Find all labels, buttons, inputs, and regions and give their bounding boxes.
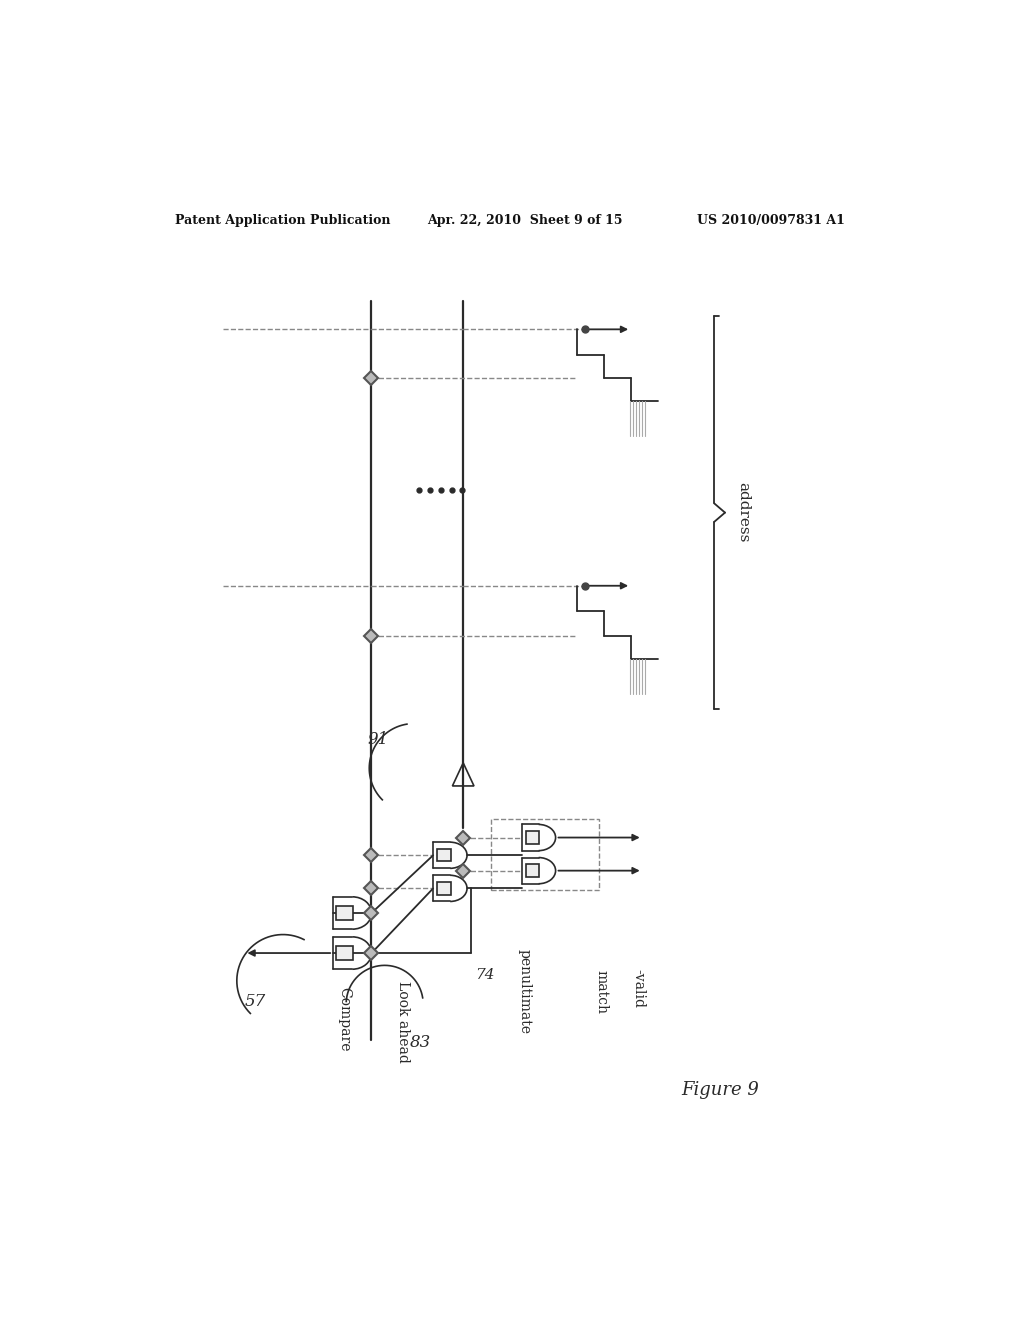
Text: 74: 74 bbox=[475, 968, 495, 982]
Text: 91: 91 bbox=[368, 731, 389, 748]
Text: match: match bbox=[594, 969, 608, 1014]
Text: -valid: -valid bbox=[631, 969, 645, 1008]
Text: Figure 9: Figure 9 bbox=[681, 1081, 759, 1100]
Bar bbox=[525, 832, 540, 843]
Bar bbox=[336, 906, 353, 920]
Text: 57: 57 bbox=[245, 993, 266, 1010]
Text: Look ahead: Look ahead bbox=[396, 981, 411, 1064]
Bar bbox=[525, 865, 540, 876]
Text: 83: 83 bbox=[410, 1034, 430, 1051]
Text: Apr. 22, 2010  Sheet 9 of 15: Apr. 22, 2010 Sheet 9 of 15 bbox=[427, 214, 623, 227]
Text: Compare: Compare bbox=[337, 987, 351, 1052]
Text: penultimate: penultimate bbox=[518, 949, 531, 1034]
Text: address: address bbox=[736, 482, 750, 543]
Text: Patent Application Publication: Patent Application Publication bbox=[175, 214, 391, 227]
Bar bbox=[437, 882, 451, 895]
Bar bbox=[336, 946, 353, 960]
Bar bbox=[437, 849, 451, 862]
Bar bbox=[490, 818, 599, 890]
Text: US 2010/0097831 A1: US 2010/0097831 A1 bbox=[696, 214, 845, 227]
